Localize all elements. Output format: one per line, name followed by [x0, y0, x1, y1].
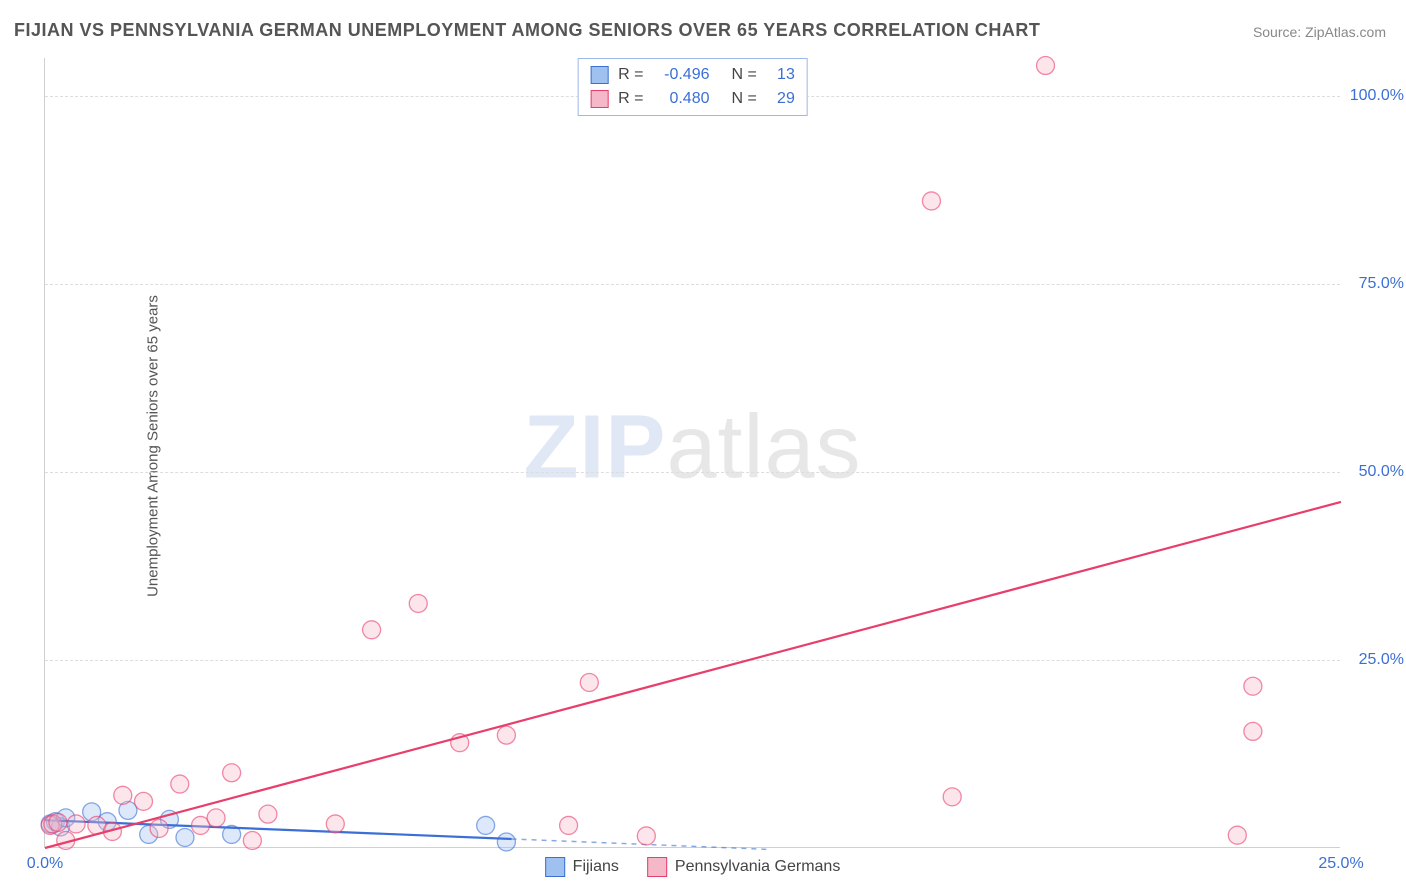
n-value: 13 — [767, 66, 795, 84]
legend-swatch — [545, 857, 565, 877]
data-point — [363, 621, 381, 639]
ytick-label: 25.0% — [1359, 651, 1404, 669]
data-point — [207, 809, 225, 827]
xtick-label: 25.0% — [1318, 855, 1363, 873]
data-point — [497, 726, 515, 744]
legend-label: Pennsylvania Germans — [675, 858, 840, 876]
legend-swatch — [647, 857, 667, 877]
legend-stats-box: R = -0.496 N = 13 R = 0.480 N = 29 — [577, 58, 808, 116]
legend-swatch — [590, 90, 608, 108]
chart-container: FIJIAN VS PENNSYLVANIA GERMAN UNEMPLOYME… — [0, 0, 1406, 892]
data-point — [497, 833, 515, 851]
data-point — [1244, 677, 1262, 695]
data-point — [1037, 57, 1055, 75]
ytick-label: 75.0% — [1359, 275, 1404, 293]
data-point — [223, 764, 241, 782]
legend-stats-row: R = -0.496 N = 13 — [590, 63, 795, 87]
ytick-label: 100.0% — [1350, 87, 1404, 105]
data-point — [943, 788, 961, 806]
r-value: 0.480 — [654, 90, 710, 108]
data-point — [114, 786, 132, 804]
legend-label: Fijians — [573, 858, 619, 876]
legend-stats-row: R = 0.480 N = 29 — [590, 87, 795, 111]
data-point — [150, 819, 168, 837]
data-point — [259, 805, 277, 823]
ytick-label: 50.0% — [1359, 463, 1404, 481]
data-point — [922, 192, 940, 210]
n-label: N = — [732, 66, 757, 84]
chart-title: FIJIAN VS PENNSYLVANIA GERMAN UNEMPLOYME… — [14, 20, 1040, 41]
data-point — [560, 816, 578, 834]
trend-line — [45, 502, 1341, 848]
legend-bottom: Fijians Pennsylvania Germans — [545, 857, 841, 877]
data-point — [243, 831, 261, 849]
data-point — [134, 792, 152, 810]
r-label: R = — [618, 90, 643, 108]
data-point — [409, 594, 427, 612]
data-point — [637, 827, 655, 845]
legend-item: Fijians — [545, 857, 619, 877]
source-credit: Source: ZipAtlas.com — [1253, 24, 1386, 40]
legend-item: Pennsylvania Germans — [647, 857, 840, 877]
data-point — [580, 673, 598, 691]
data-point — [171, 775, 189, 793]
data-point — [326, 815, 344, 833]
data-point — [176, 828, 194, 846]
legend-swatch — [590, 66, 608, 84]
r-label: R = — [618, 66, 643, 84]
data-point — [49, 813, 67, 831]
n-label: N = — [732, 90, 757, 108]
data-point — [67, 815, 85, 833]
plot-area: ZIPatlas 25.0%50.0%75.0%100.0% 0.0%25.0%… — [44, 58, 1340, 848]
chart-svg — [45, 58, 1340, 847]
n-value: 29 — [767, 90, 795, 108]
r-value: -0.496 — [654, 66, 710, 84]
data-point — [1228, 826, 1246, 844]
data-point — [477, 816, 495, 834]
data-point — [1244, 722, 1262, 740]
xtick-label: 0.0% — [27, 855, 63, 873]
